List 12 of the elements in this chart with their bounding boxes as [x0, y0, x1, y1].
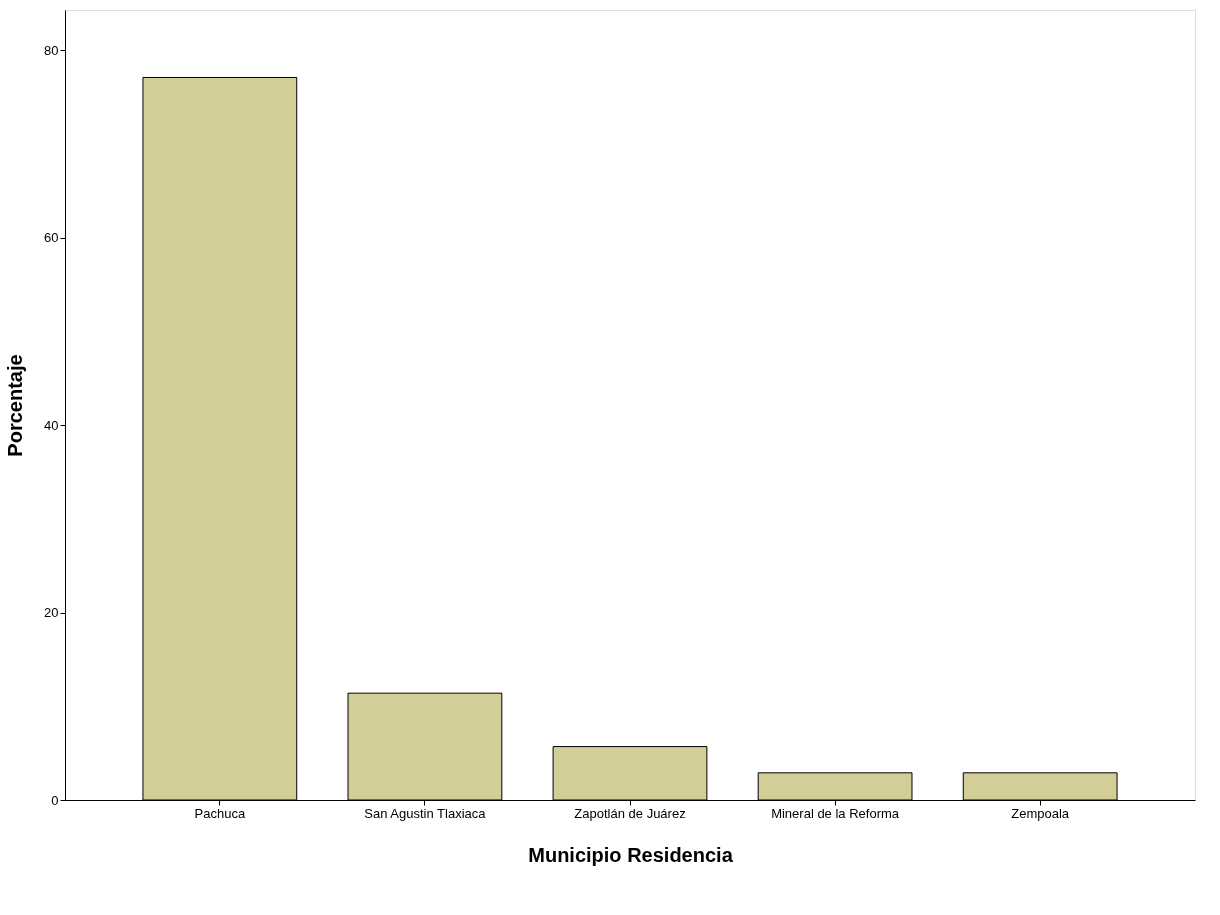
y-tick-label: 60 — [44, 230, 59, 246]
x-axis-title: Municipio Residencia — [528, 843, 734, 866]
x-tick-label: Zapotlán de Juárez — [574, 805, 686, 821]
y-tick-label: 0 — [51, 792, 59, 808]
y-axis-title: Porcentaje — [4, 354, 27, 457]
y-tick-label: 40 — [44, 417, 59, 433]
x-tick-label: Zempoala — [1011, 805, 1070, 821]
y-tick-label: 80 — [44, 42, 59, 58]
x-tick-label: San Agustin Tlaxiaca — [364, 805, 487, 821]
x-tick-label: Pachuca — [194, 805, 246, 821]
x-tick-label: Mineral de la Reforma — [771, 805, 900, 821]
y-tick-label: 20 — [44, 605, 59, 621]
